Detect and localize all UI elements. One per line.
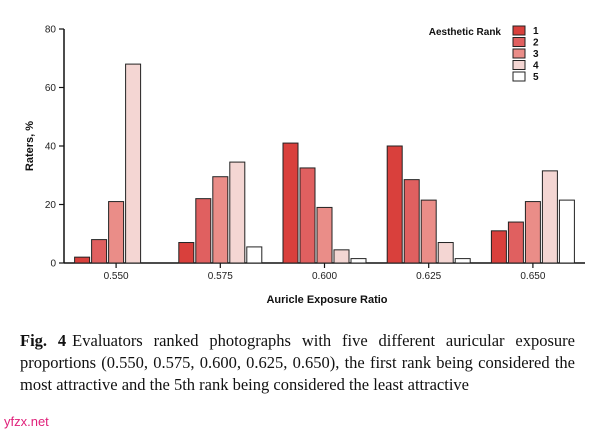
x-tick-label: 0.625 — [416, 271, 441, 282]
bar-rank-2-0.650 — [507, 221, 524, 264]
bar-rank-1-0.550 — [74, 256, 91, 264]
bar-rank-4-0.575 — [229, 161, 246, 264]
y-tick-label: 0 — [50, 259, 56, 270]
legend-label-3: 3 — [533, 49, 539, 60]
y-tick-label: 40 — [45, 142, 57, 153]
legend-swatch-1 — [512, 25, 526, 36]
legend-label-5: 5 — [533, 72, 539, 83]
x-axis-title: Auricle Exposure Ratio — [266, 294, 387, 306]
bar-rank-3-0.550 — [108, 201, 125, 264]
bar-rank-4-0.650 — [541, 170, 558, 264]
bar-rank-1-0.650 — [490, 230, 507, 264]
figure-caption: Fig. 4 Evaluators ranked photographs with… — [20, 330, 575, 396]
bar-rank-5-0.650 — [558, 199, 575, 264]
legend-swatch-3 — [512, 48, 526, 59]
x-tick-label: 0.600 — [312, 271, 337, 282]
bar-rank-5-0.600 — [350, 258, 367, 264]
bar-rank-5-0.575 — [246, 246, 263, 264]
caption-text: Evaluators ranked photographs with five … — [20, 331, 575, 394]
legend-label-2: 2 — [533, 38, 539, 49]
bar-rank-3-0.650 — [524, 201, 541, 264]
bar-rank-1-0.575 — [178, 242, 195, 264]
y-tick-label: 80 — [45, 25, 57, 36]
bar-rank-4-0.600 — [333, 249, 350, 264]
bar-rank-3-0.625 — [420, 199, 437, 264]
y-tick-label: 20 — [45, 200, 57, 211]
bar-rank-4-0.625 — [437, 242, 454, 264]
bar-rank-2-0.625 — [403, 179, 420, 264]
bar-rank-3-0.600 — [316, 206, 333, 264]
x-tick-label: 0.650 — [520, 271, 545, 282]
bar-chart: 0 20 40 60 80 0.550 0.575 0.600 0.625 0.650 12345… — [24, 25, 585, 306]
bar-rank-1-0.625 — [386, 145, 403, 264]
bars — [74, 63, 575, 264]
bar-rank-3-0.575 — [212, 176, 229, 264]
y-tick-label: 60 — [45, 83, 57, 94]
x-tick-label: 0.575 — [208, 271, 233, 282]
legend-label-4: 4 — [533, 61, 539, 72]
caption-label: Fig. 4 — [20, 331, 67, 350]
bar-rank-2-0.575 — [195, 198, 212, 264]
bar-rank-2-0.550 — [91, 239, 108, 264]
bar-rank-1-0.600 — [282, 142, 299, 264]
legend-title: Aesthetic Rank — [429, 27, 502, 38]
bar-rank-2-0.600 — [299, 167, 316, 264]
legend-swatch-5 — [512, 71, 526, 82]
legend-swatch-4 — [512, 60, 526, 70]
legend-label-1: 1 — [533, 26, 539, 37]
watermark: yfzx.net — [4, 414, 49, 429]
legend-swatch-2 — [512, 37, 526, 47]
y-axis-title: Raters, % — [24, 121, 36, 171]
x-tick-label: 0.550 — [104, 271, 129, 282]
bar-rank-5-0.625 — [454, 258, 471, 264]
bar-rank-4-0.550 — [125, 63, 142, 264]
